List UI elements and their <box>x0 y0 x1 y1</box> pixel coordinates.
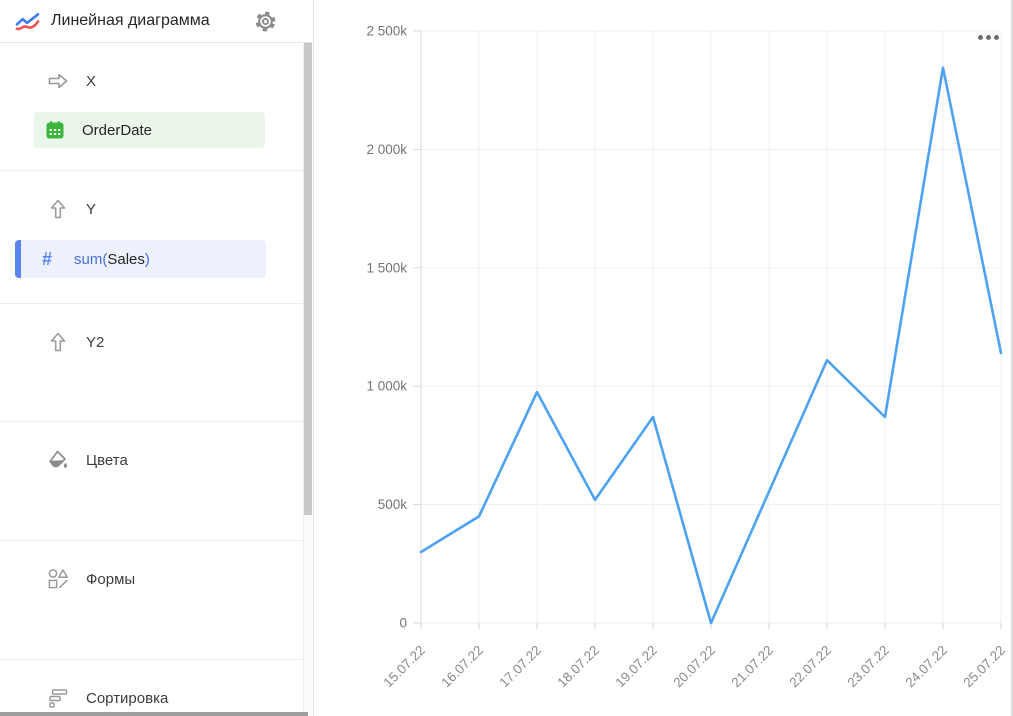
series-line[interactable] <box>419 66 1003 625</box>
section-y2-header: Y2 <box>46 304 303 353</box>
field-chip-label: OrderDate <box>82 121 153 139</box>
gear-icon[interactable] <box>254 10 277 33</box>
shapes-icon <box>46 567 70 591</box>
section-y2: Y2 <box>0 303 303 421</box>
section-sort: Сортировка <box>0 659 303 716</box>
section-x-label: X <box>86 72 97 90</box>
hash-icon: # <box>41 248 52 269</box>
field-chip-orderdate[interactable]: OrderDate <box>34 112 265 148</box>
line-chart: 0 500k 1 000k 1 500k 2 000k 2 500k 15.07.22 16.… <box>366 24 1008 691</box>
x-axis-label: 24.07.22 <box>902 643 950 691</box>
section-x: X OrderDate <box>0 43 303 170</box>
section-colors: Цвета <box>0 421 303 540</box>
section-shapes-label: Формы <box>86 570 136 588</box>
y-axis-label: 500k <box>378 497 408 512</box>
chart-canvas: 0 500k 1 000k 1 500k 2 000k 2 500k 15.07.22 16.… <box>314 0 1013 716</box>
page-title: Линейная диаграмма <box>51 12 210 29</box>
line-chart-icon <box>14 10 41 33</box>
x-axis-label: 15.07.22 <box>380 643 428 691</box>
ellipsis-menu[interactable] <box>976 33 1001 42</box>
x-axis-label: 19.07.22 <box>612 643 660 691</box>
section-x-header: X <box>46 43 303 92</box>
ellipsis-dot <box>986 35 991 40</box>
section-shapes-header: Формы <box>46 541 303 590</box>
x-axis-label: 25.07.22 <box>960 643 1008 691</box>
x-axis-label: 20.07.22 <box>670 643 718 691</box>
sort-icon-row: Сортировка <box>46 660 303 709</box>
x-axis-label: 23.07.22 <box>844 643 892 691</box>
sidebar-scrollbar-thumb[interactable] <box>304 43 312 515</box>
section-colors-label: Цвета <box>86 451 128 469</box>
x-axis-label: 22.07.22 <box>786 643 834 691</box>
series-color-bar <box>15 240 21 278</box>
sidebar-horizontal-scrollbar[interactable] <box>0 712 308 716</box>
ellipsis-dot <box>978 35 983 40</box>
arrow-up-icon <box>46 330 70 354</box>
x-axis-label: 18.07.22 <box>554 643 602 691</box>
section-y: Y # sum(Sales) <box>0 170 303 303</box>
y-axis-label: 2 500k <box>366 24 407 39</box>
arrow-up-icon <box>46 197 70 221</box>
section-y-label: Y <box>86 200 97 218</box>
ellipsis-dot <box>994 35 999 40</box>
y-axis-label: 1 000k <box>366 379 407 394</box>
y-axis-label: 0 <box>399 616 407 631</box>
section-shapes: Формы <box>0 540 303 659</box>
y-axis-label: 1 500k <box>366 260 407 275</box>
x-axis-label: 16.07.22 <box>438 643 486 691</box>
section-colors-header: Цвета <box>46 422 303 471</box>
section-y-header: Y <box>46 171 303 220</box>
calendar-icon <box>45 120 65 140</box>
field-chip-sum-sales[interactable]: # sum(Sales) <box>15 240 266 278</box>
sidebar-header: Линейная диаграмма <box>0 0 313 43</box>
window-right-border <box>1011 0 1013 716</box>
sort-icon <box>46 686 70 710</box>
y-axis-label: 2 000k <box>366 142 407 157</box>
arrow-right-icon <box>46 69 70 93</box>
field-chip-label: sum(Sales) <box>74 250 150 268</box>
field-config-sidebar: Линейная диаграмма X <box>0 0 314 716</box>
section-sort-label: Сортировка <box>86 689 169 707</box>
section-y2-label: Y2 <box>86 333 105 351</box>
paint-bucket-icon <box>46 448 70 472</box>
x-axis-label: 17.07.22 <box>496 643 544 691</box>
x-axis-label: 21.07.22 <box>728 643 776 691</box>
